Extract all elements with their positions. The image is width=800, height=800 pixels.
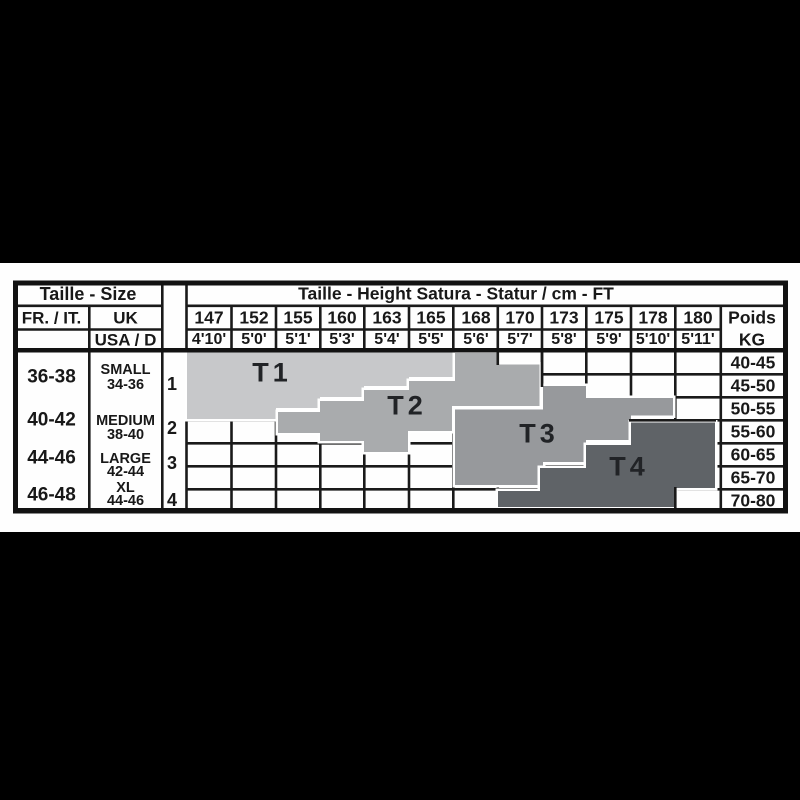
height-cm-header: 175 [594,306,624,327]
height-cm-header: 163 [372,306,402,327]
height-cm-header: 160 [327,306,357,327]
weight-cell: 70-80 [730,489,776,510]
uk-size-cell: 44-46 [106,492,145,509]
weight-cell: 40-45 [730,351,776,372]
kg-header: KG [738,328,766,349]
table-borders [13,280,788,514]
row-index-cell: 3 [166,453,178,473]
fr-it-size-cell: 44-46 [27,447,76,469]
weight-cell: 50-55 [730,397,776,418]
row-index-cell: 4 [166,490,178,510]
height-ft-header: 5'5' [418,330,444,348]
uk-size-cell: MEDIUM [96,412,155,429]
weight-cell: 60-65 [730,443,776,464]
weight-cell: 45-50 [730,374,776,395]
height-ft-header: 5'9' [596,330,622,348]
fr-it-size-cell: 40-42 [27,409,76,431]
height-cm-header: 152 [239,306,269,327]
zone-t3-label: T3 [519,418,559,449]
uk-size-cell: XL [116,479,135,496]
uk-size-cell: 42-44 [106,463,145,480]
usa-d-col-header: USA / D [94,330,157,349]
zone-t1-label: T1 [252,357,292,388]
height-cm-header: 180 [683,306,713,327]
height-ft-header: 5'4' [374,330,400,348]
height-ft-header: 5'0' [241,330,267,348]
fr-it-size-cell: 46-48 [27,484,76,506]
zone-t2-region [275,350,542,455]
weight-cell: 65-70 [730,466,776,487]
height-ft-header: 4'10' [191,330,227,348]
weight-cell: 55-60 [730,420,776,441]
height-header: Taille - Height Satura - Statur / cm - F… [298,283,614,304]
height-cm-header: 178 [638,306,668,327]
uk-size-cell: 34-36 [106,376,145,393]
poids-header: Poids [728,307,776,328]
corner-title: Taille - Size [39,284,137,304]
height-ft-header: 5'1' [285,330,311,348]
height-ft-header: 5'7' [507,330,533,348]
uk-size-cell: LARGE [100,450,151,467]
zone-t4-label: T4 [609,451,649,482]
height-cm-header: 165 [416,306,446,327]
uk-size-cell: SMALL [100,361,151,378]
height-cm-header: 155 [283,306,313,327]
height-ft-header: 5'10' [635,330,671,348]
height-ft-header: 5'3' [329,330,355,348]
height-ft-header: 5'11' [681,330,715,348]
zone-t2-label: T2 [387,390,427,421]
height-cm-header: 170 [505,306,535,327]
height-ft-header: 5'8' [551,330,577,348]
fr-it-size-cell: 36-38 [27,366,76,387]
height-ft-header: 5'6' [463,330,489,348]
zone-t4-region [495,420,718,510]
height-cm-header: 173 [549,306,579,327]
uk-col-header: UK [113,308,138,327]
zone-t3-region [452,383,676,488]
height-cm-header: 147 [194,306,224,327]
row-index-cell: 2 [166,418,178,438]
fr-it-col-header: FR. / IT. [21,308,82,327]
row-index-cell: 1 [166,374,178,394]
uk-size-cell: 38-40 [106,426,145,443]
height-cm-header: 168 [461,306,491,327]
grid-line-stubs [496,351,716,510]
